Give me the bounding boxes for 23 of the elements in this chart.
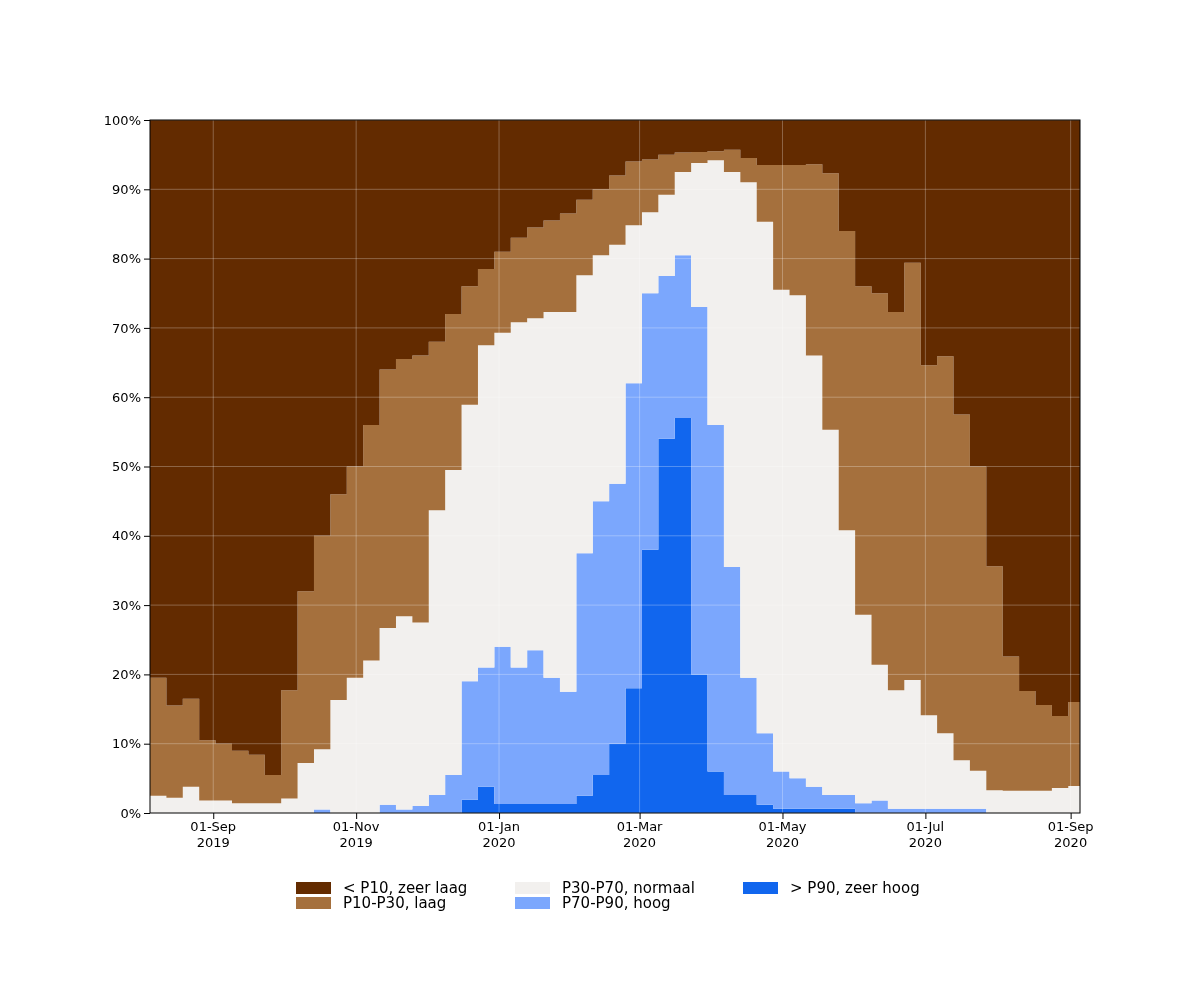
y-tick-label: 80%	[112, 251, 141, 267]
y-tick-label: 60%	[112, 389, 141, 405]
y-tick-label: 90%	[112, 181, 141, 197]
y-tick-label: 30%	[112, 597, 141, 613]
x-tick-label: 01-Nov 2019	[332, 819, 380, 850]
x-tick-label: 01-Sep 2019	[190, 819, 237, 850]
legend-label: P30-P70, normaal	[562, 879, 695, 897]
y-tick-label: 50%	[112, 459, 141, 475]
x-tick-label: 01-Jul 2020	[906, 819, 945, 850]
x-tick-label: 01-Sep 2020	[1047, 819, 1094, 850]
x-tick-label: 01-Jan 2020	[478, 819, 521, 850]
legend-label: P10-P30, laag	[343, 894, 447, 912]
legend-label: < P10, zeer laag	[343, 879, 468, 897]
y-tick-label: 70%	[112, 320, 141, 336]
y-tick-label: 100%	[103, 112, 141, 128]
legend-label: P70-P90, hoog	[562, 894, 671, 912]
y-tick-label: 10%	[112, 736, 141, 752]
x-tick-label: 01-Mar 2020	[616, 819, 664, 850]
y-tick-label: 0%	[120, 805, 141, 821]
x-tick-label: 01-May 2020	[758, 819, 807, 850]
y-tick-label: 20%	[112, 667, 141, 683]
legend-label: > P90, zeer hoog	[790, 879, 920, 897]
y-tick-label: 40%	[112, 528, 141, 544]
